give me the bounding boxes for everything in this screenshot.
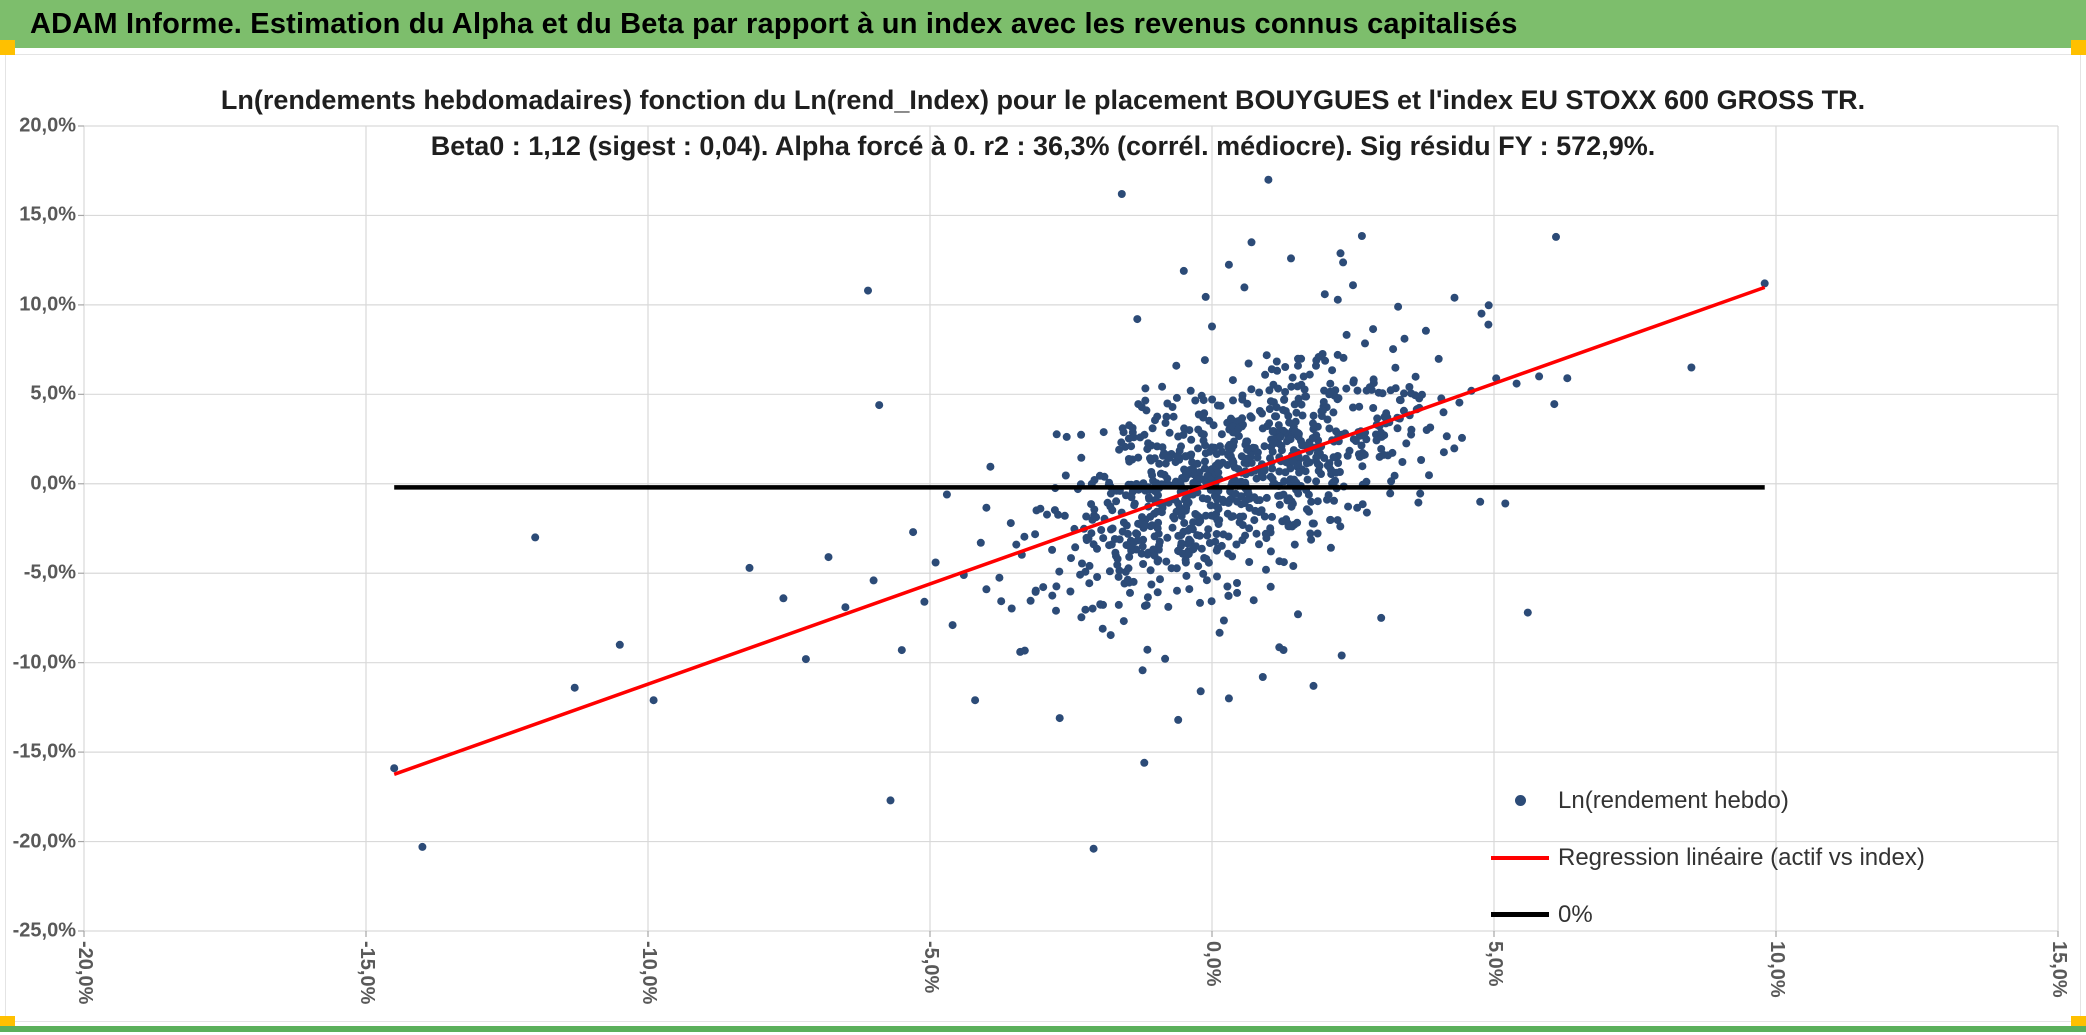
x-axis-tick-label: -15,0% <box>356 941 378 1005</box>
banner: ADAM Informe. Estimation du Alpha et du … <box>0 0 2086 48</box>
anchor-top-left <box>0 40 15 55</box>
y-axis-tick-label: -25,0% <box>12 919 76 942</box>
anchor-top-right <box>2071 40 2086 55</box>
y-axis-tick-label: 10,0% <box>19 293 76 316</box>
y-axis-tick-label: -15,0% <box>12 740 76 763</box>
y-axis-tick-label: -10,0% <box>12 651 76 674</box>
regression-line <box>393 285 1766 776</box>
y-axis-tick-label: 15,0% <box>19 203 76 226</box>
y-axis-tick-label: -5,0% <box>23 561 76 584</box>
legend-label: 0% <box>1558 900 1593 928</box>
legend-label: Ln(rendement hebdo) <box>1558 786 1789 814</box>
x-axis-tick-label: 0,0% <box>1202 941 1224 987</box>
legend-item[interactable]: Ln(rendement hebdo) <box>1490 772 1925 829</box>
y-axis-tick-label: -20,0% <box>12 830 76 853</box>
bottom-border <box>0 1026 2086 1032</box>
legend-line-marker <box>1490 912 1550 917</box>
x-axis-tick-label: 10,0% <box>1766 941 1788 998</box>
x-axis-tick-label: -5,0% <box>920 941 942 994</box>
x-axis-tick-label: 15,0% <box>2048 941 2070 998</box>
y-axis-tick-label: 0,0% <box>30 472 76 495</box>
x-axis-tick-label: 5,0% <box>1484 941 1506 987</box>
x-axis-tick-label: -20,0% <box>74 941 96 1005</box>
legend[interactable]: Ln(rendement hebdo) Regression linéaire (… <box>1490 772 1925 943</box>
legend-label: Regression linéaire (actif vs index) <box>1558 843 1925 871</box>
scatter-points <box>390 175 1769 853</box>
y-axis-tick-label: 20,0% <box>19 114 76 137</box>
x-axis-tick-label: -10,0% <box>638 941 660 1005</box>
legend-line-marker <box>1490 855 1550 860</box>
legend-dot-marker <box>1490 795 1550 806</box>
y-axis-tick-label: 5,0% <box>30 382 76 405</box>
legend-item[interactable]: 0% <box>1490 886 1925 943</box>
gridlines <box>83 125 2059 932</box>
banner-title: ADAM Informe. Estimation du Alpha et du … <box>30 7 1518 40</box>
legend-item[interactable]: Regression linéaire (actif vs index) <box>1490 829 1925 886</box>
